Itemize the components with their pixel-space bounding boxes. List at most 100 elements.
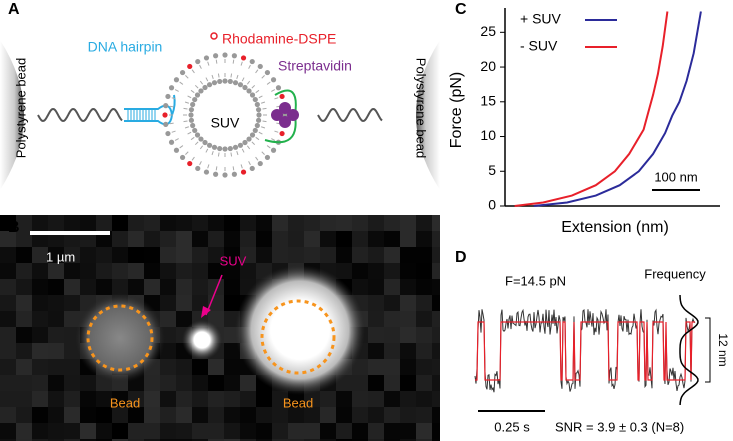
pixel (32, 247, 48, 263)
pixel (272, 247, 288, 263)
pixel (176, 423, 192, 439)
lipid-head (231, 53, 237, 59)
pixel (64, 279, 80, 295)
lipid-tail (205, 77, 209, 82)
pixel (368, 327, 384, 343)
pixel (80, 375, 96, 391)
lipid-head (246, 88, 252, 94)
lipid-tail (261, 151, 265, 155)
pixel (128, 407, 144, 423)
pixel (32, 263, 48, 279)
pixel (16, 311, 32, 327)
pixel (368, 215, 384, 231)
lipid-tail (184, 101, 190, 104)
pixel (128, 215, 144, 231)
pixel (160, 263, 176, 279)
pixel (80, 439, 96, 441)
pixel (128, 231, 144, 247)
pixel (0, 359, 16, 375)
pixel (384, 263, 400, 279)
pixel (64, 407, 80, 423)
pixel (48, 391, 64, 407)
scale-label: 100 nm (654, 169, 697, 184)
pixel (176, 359, 192, 375)
pixel (112, 263, 128, 279)
pixel (304, 423, 320, 439)
pixel (64, 423, 80, 439)
pixel (48, 359, 64, 375)
pixel (400, 439, 416, 441)
pixel (384, 439, 400, 441)
lipid-tail (207, 164, 210, 169)
pixel (256, 423, 272, 439)
pixel (336, 439, 352, 441)
pixel (368, 279, 384, 295)
pixel (432, 359, 440, 375)
lipid-head (249, 132, 256, 138)
pixel (320, 215, 336, 231)
pixel (224, 231, 240, 247)
lipid-tail (255, 69, 259, 74)
pixel (304, 391, 320, 407)
pixel (336, 391, 352, 407)
pixel (368, 375, 384, 391)
pixel (208, 423, 224, 439)
lipid-head (222, 172, 228, 178)
pixel (432, 231, 440, 247)
pixel (112, 279, 128, 295)
pixel (0, 215, 16, 231)
pixel (352, 423, 368, 439)
lipid-head (270, 147, 277, 153)
pixel (320, 407, 336, 423)
pixel (432, 215, 440, 231)
streptavidin (279, 102, 291, 114)
pixel (160, 279, 176, 295)
vesicle-image (182, 320, 222, 360)
pixel (32, 423, 48, 439)
pixel (160, 391, 176, 407)
pixel (272, 423, 288, 439)
pixel (432, 311, 440, 327)
pixel (16, 423, 32, 439)
pixel (32, 407, 48, 423)
pixel (368, 247, 384, 263)
pixel (320, 231, 336, 247)
pixel (176, 247, 192, 263)
lipid-head (194, 92, 201, 98)
bead (416, 40, 440, 190)
pixel (400, 327, 416, 343)
pixel (224, 263, 240, 279)
pixel (320, 423, 336, 439)
streptavidin (279, 116, 291, 128)
pixel (32, 311, 48, 327)
lipid-tail (241, 148, 245, 153)
pixel (208, 391, 224, 407)
pixel (32, 343, 48, 359)
lipid-head (213, 171, 219, 177)
pixel (192, 215, 208, 231)
pixel (112, 407, 128, 423)
vesicle-label: SUV (220, 253, 247, 268)
pixel (400, 279, 416, 295)
lipid-head (188, 112, 194, 118)
lipid-head (203, 169, 210, 175)
pixel (112, 247, 128, 263)
panel-label: B (8, 219, 20, 236)
lipid-head (257, 63, 263, 70)
lipid-head (240, 55, 247, 61)
lipid-head (187, 160, 193, 167)
pixel (304, 407, 320, 423)
lipid-head (179, 154, 186, 161)
panel-d: D F=14.5 pN Frequency 12 nm 0.25 s SNR =… (455, 249, 730, 434)
lipid-tail (262, 120, 267, 123)
lipid-tail (232, 166, 235, 171)
pixel (304, 231, 320, 247)
pixel (208, 407, 224, 423)
lipid-head (203, 55, 210, 61)
lipid-tail (174, 138, 179, 141)
pixel (432, 343, 440, 359)
pixel (304, 215, 320, 231)
lipid-tail (215, 59, 218, 64)
pixel (48, 215, 64, 231)
pixel (240, 263, 256, 279)
